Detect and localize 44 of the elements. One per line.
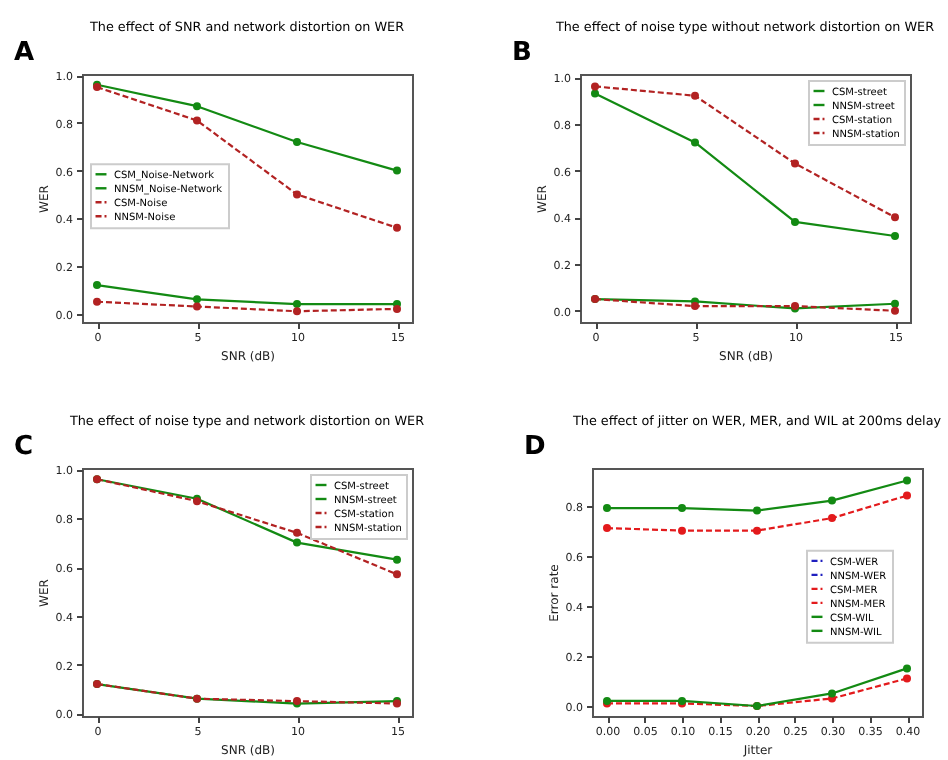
point xyxy=(891,231,899,240)
point xyxy=(828,689,836,698)
point xyxy=(193,302,201,311)
point xyxy=(691,91,699,100)
point xyxy=(293,528,301,537)
point xyxy=(591,89,599,98)
point xyxy=(93,297,101,306)
point xyxy=(691,302,699,311)
point xyxy=(393,555,401,564)
point xyxy=(828,514,836,523)
point xyxy=(293,300,301,309)
point xyxy=(93,281,101,290)
point xyxy=(393,166,401,175)
point xyxy=(903,664,911,673)
point xyxy=(891,213,899,222)
point xyxy=(828,496,836,505)
text: B xyxy=(512,38,532,68)
point xyxy=(678,526,686,535)
point xyxy=(591,82,599,91)
point xyxy=(293,538,301,547)
point xyxy=(293,137,301,146)
point xyxy=(691,138,699,147)
point xyxy=(891,306,899,315)
point xyxy=(903,476,911,485)
point xyxy=(293,307,301,316)
point xyxy=(393,570,401,579)
point xyxy=(791,217,799,226)
point xyxy=(678,504,686,513)
point xyxy=(791,159,799,168)
point xyxy=(891,299,899,308)
point xyxy=(603,524,611,533)
point xyxy=(903,674,911,683)
point xyxy=(293,190,301,199)
point xyxy=(903,491,911,500)
text: A xyxy=(14,38,35,68)
point xyxy=(753,506,761,515)
point xyxy=(603,504,611,513)
point xyxy=(393,223,401,232)
point xyxy=(193,116,201,125)
text: C xyxy=(14,432,34,462)
point xyxy=(193,295,201,304)
point xyxy=(193,102,201,111)
text: D xyxy=(524,432,546,462)
point xyxy=(753,526,761,535)
